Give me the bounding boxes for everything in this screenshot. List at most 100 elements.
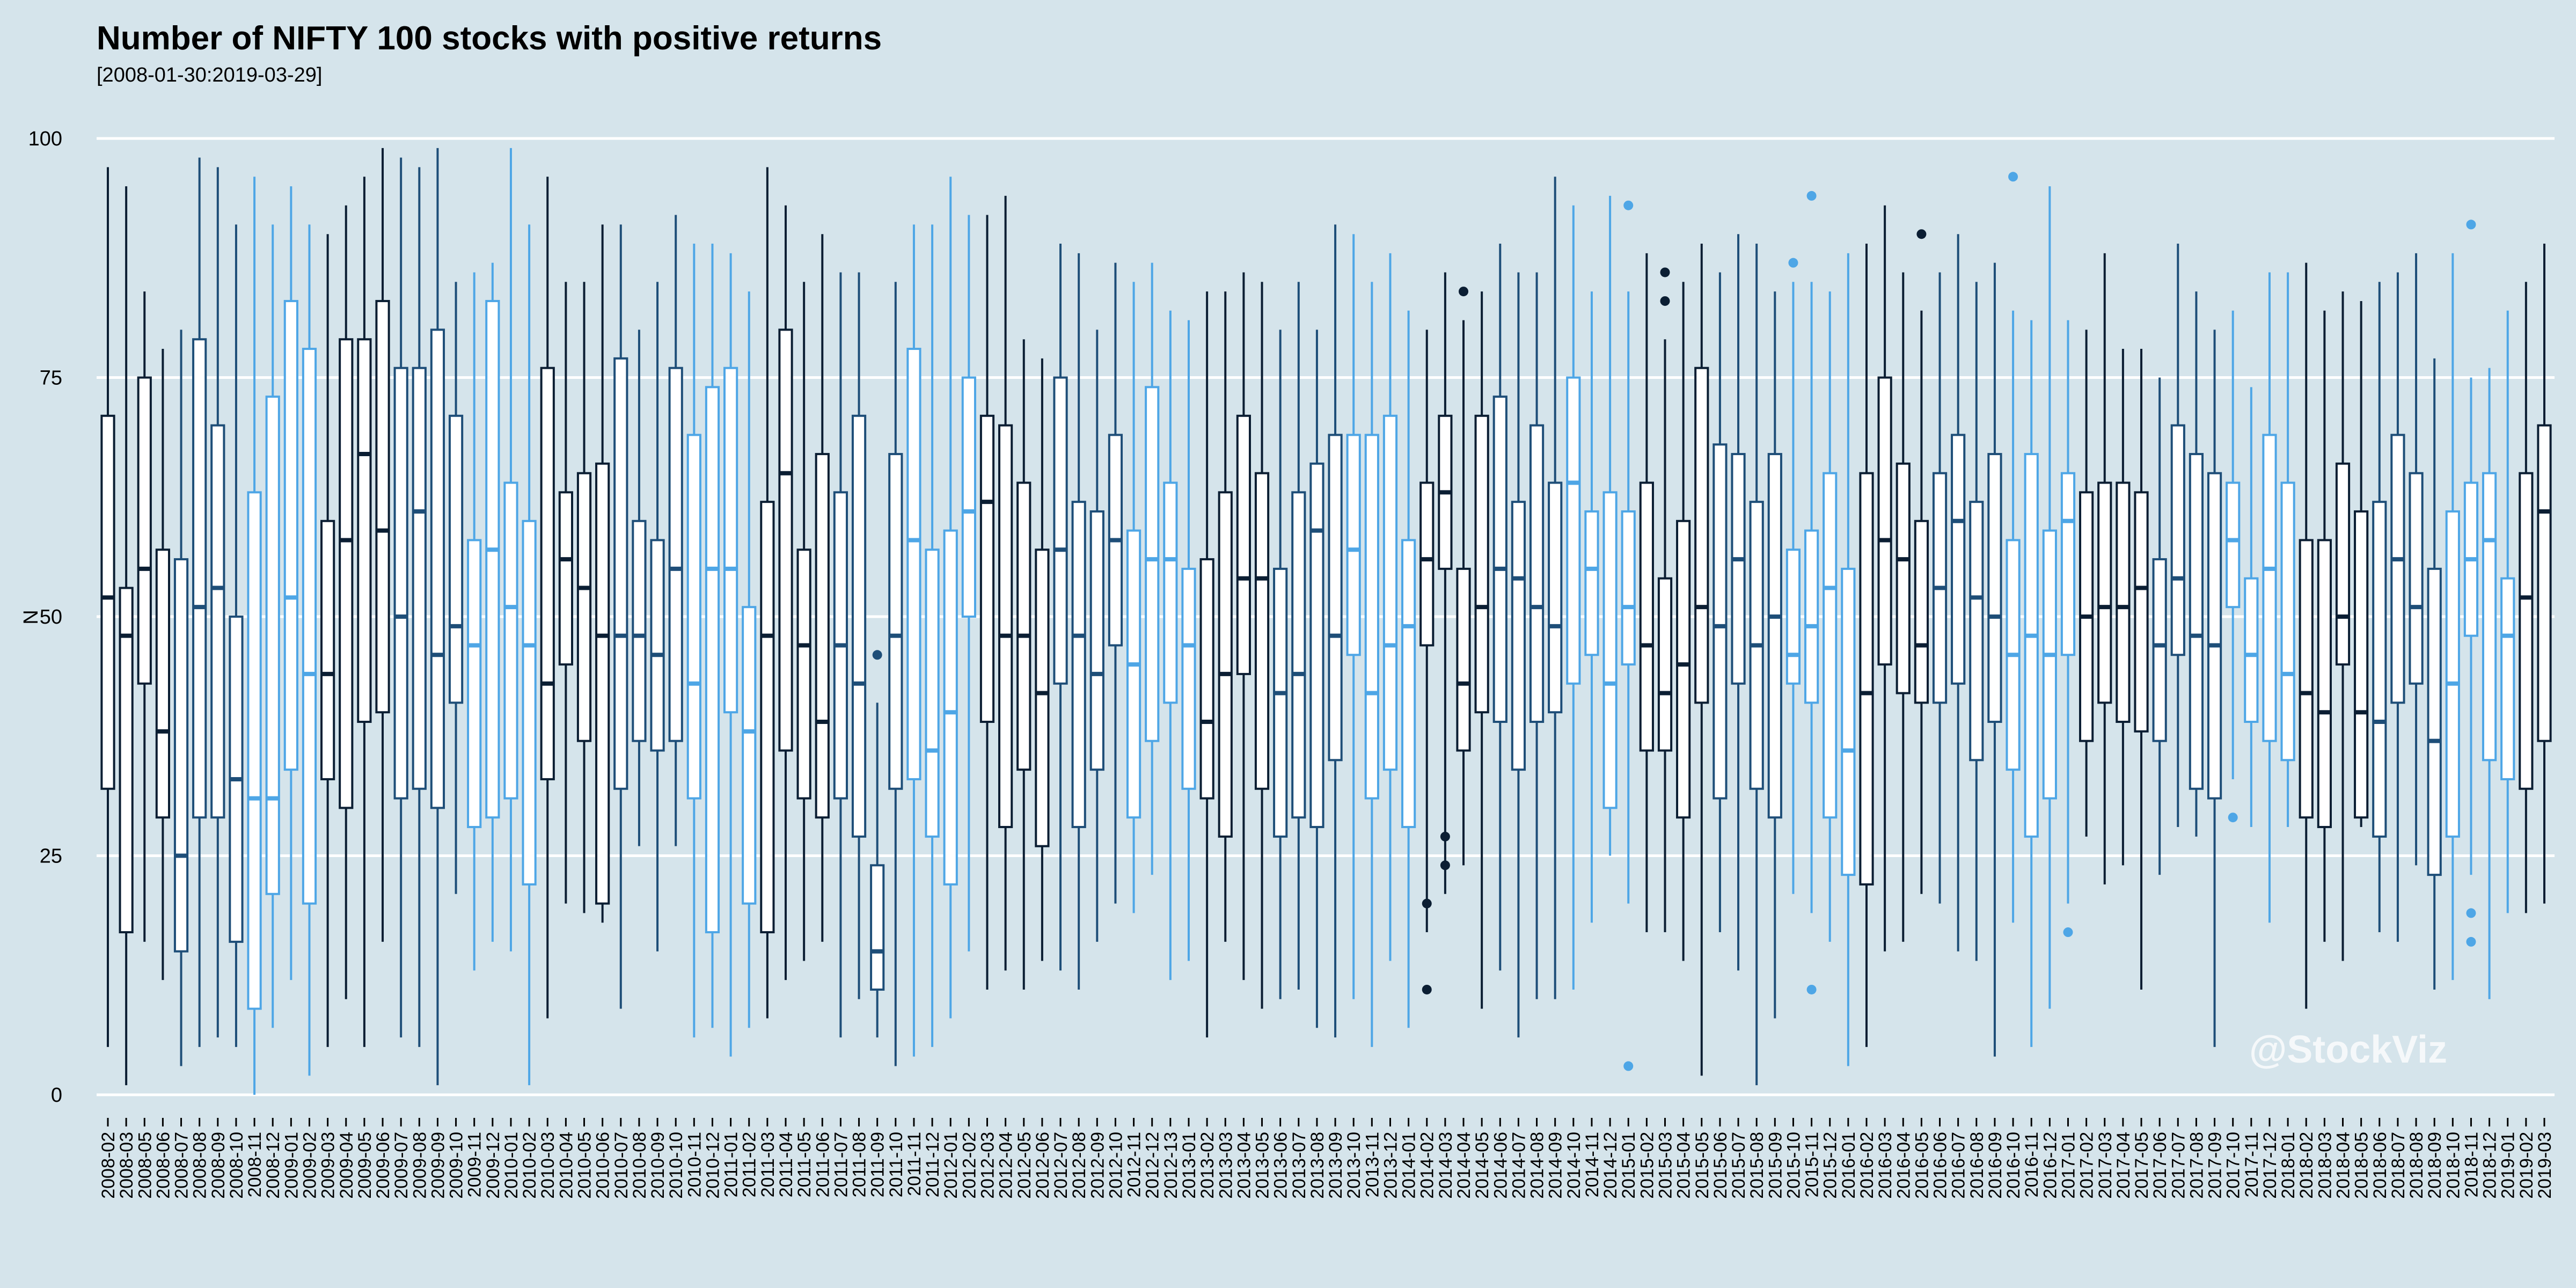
box-2010-02 (522, 224, 537, 1086)
x-tick-label-2008-05: 2008-05 (135, 1132, 155, 1199)
y-axis-label: N (20, 610, 42, 624)
box-2013-04 (1236, 272, 1251, 980)
box-2012-08 (1071, 253, 1086, 990)
box-iqr-2014-04 (1456, 567, 1471, 752)
box-2013-03 (1218, 291, 1233, 942)
box-iqr-2016-08 (1969, 501, 1984, 762)
box-iqr-2013-09 (1328, 434, 1343, 762)
box-2008-03 (119, 186, 134, 1086)
box-2014-06 (1492, 244, 1507, 971)
box-layer (100, 148, 2552, 1095)
box-iqr-2013-05 (1254, 472, 1270, 790)
box-2012-06 (1035, 358, 1050, 961)
x-tick-label-2017-11: 2017-11 (2242, 1132, 2262, 1197)
x-tick-label-2009-10: 2009-10 (447, 1132, 467, 1199)
x-tick-label-2018-09: 2018-09 (2425, 1132, 2445, 1199)
x-tick-label-2011-07: 2011-07 (831, 1132, 851, 1197)
box-iqr-2015-02 (1639, 481, 1654, 752)
box-2016-04 (1896, 272, 1911, 942)
box-2010-04 (558, 282, 573, 904)
box-iqr-2012-01 (943, 529, 958, 885)
box-iqr-2018-01 (2280, 481, 2295, 762)
box-iqr-2018-12 (2482, 472, 2497, 762)
box-2017-02 (2079, 330, 2094, 837)
box-2016-11 (2024, 320, 2039, 1047)
box-2018-09 (2427, 358, 2442, 990)
x-tick-label-2018-06: 2018-06 (2370, 1132, 2390, 1199)
box-iqr-2009-11 (467, 539, 482, 829)
x-tick-label-2013-04: 2013-04 (1234, 1132, 1254, 1199)
x-tick-label-2015-02: 2015-02 (1637, 1132, 1657, 1199)
x-tick-label-2011-02: 2011-02 (740, 1132, 760, 1197)
box-2009-05 (357, 177, 372, 1047)
x-tick-label-2017-03: 2017-03 (2095, 1132, 2116, 1199)
x-tick-label-2013-06: 2013-06 (1271, 1132, 1291, 1199)
box-iqr-2009-03 (320, 519, 335, 780)
x-tick-label-2009-09: 2009-09 (428, 1132, 448, 1199)
box-iqr-2009-10 (448, 414, 464, 704)
x-tick-label-2018-05: 2018-05 (2352, 1132, 2372, 1199)
box-2015-04 (1676, 282, 1691, 961)
x-tick-label-2008-11: 2008-11 (245, 1132, 265, 1197)
box-iqr-2011-01 (723, 367, 738, 714)
box-iqr-2018-02 (2299, 539, 2314, 819)
box-iqr-2015-12 (1823, 472, 1838, 819)
box-2013-02 (1199, 291, 1214, 1038)
box-iqr-2018-07 (2390, 434, 2405, 704)
x-tick-label-2011-05: 2011-05 (794, 1132, 815, 1197)
box-iqr-2016-05 (1914, 519, 1929, 704)
x-tick-label-2010-01: 2010-01 (501, 1132, 522, 1199)
x-tick-label-2015-06: 2015-06 (1710, 1132, 1731, 1199)
box-2018-01 (2280, 272, 2295, 828)
box-iqr-2012-11 (1126, 529, 1141, 819)
x-tick-label-2014-10: 2014-10 (1564, 1132, 1584, 1199)
box-2012-05 (1016, 339, 1031, 990)
x-tick-label-2013-12: 2013-12 (1380, 1132, 1401, 1199)
x-tick-label-2008-07: 2008-07 (172, 1132, 192, 1199)
x-tick-label-2014-11: 2014-11 (1582, 1132, 1602, 1197)
box-2013-06 (1273, 330, 1288, 999)
box-iqr-2011-12 (925, 548, 940, 838)
box-2009-12 (485, 262, 500, 942)
x-tick-label-2009-06: 2009-06 (373, 1132, 393, 1199)
x-tick-label-2009-04: 2009-04 (336, 1132, 357, 1199)
x-tick-label-2013-08: 2013-08 (1307, 1132, 1328, 1199)
box-iqr-2017-01 (2060, 472, 2076, 656)
box-2009-01 (283, 186, 298, 980)
box-2014-04 (1456, 287, 1471, 866)
box-iqr-2017-04 (2116, 481, 2131, 723)
box-iqr-2009-06 (375, 299, 390, 714)
box-iqr-2009-12 (485, 299, 500, 819)
box-2014-02 (1419, 330, 1435, 994)
box-iqr-2012-06 (1035, 548, 1050, 847)
x-tick-label-2014-03: 2014-03 (1436, 1132, 1456, 1199)
box-2009-09 (430, 148, 445, 1086)
box-iqr-2016-07 (1951, 434, 1966, 685)
box-2014-09 (1548, 177, 1563, 999)
x-tick-label-2013-10: 2013-10 (1344, 1132, 1364, 1199)
box-2014-03 (1438, 272, 1453, 894)
x-tick-label-2016-05: 2016-05 (1912, 1132, 1932, 1199)
x-tick-label-2013-09: 2013-09 (1326, 1132, 1346, 1199)
box-iqr-2014-06 (1492, 396, 1507, 723)
box-iqr-2011-10 (888, 453, 903, 790)
box-2009-04 (339, 205, 354, 999)
box-2018-06 (2372, 282, 2387, 933)
box-2015-05 (1694, 244, 1709, 1076)
box-iqr-2012-09 (1089, 510, 1104, 771)
box-2015-12 (1823, 291, 1838, 942)
box-iqr-2018-03 (2317, 539, 2332, 829)
box-2011-07 (833, 272, 848, 1038)
box-2013-10 (1346, 234, 1361, 999)
box-2013-11 (1364, 282, 1379, 1047)
box-iqr-2014-02 (1419, 481, 1435, 647)
box-iqr-2016-01 (1841, 567, 1856, 876)
box-iqr-2013-01 (1181, 567, 1196, 790)
box-iqr-2008-12 (265, 396, 280, 895)
x-tick-label-2016-04: 2016-04 (1893, 1132, 1914, 1199)
x-tick-label-2017-07: 2017-07 (2168, 1132, 2189, 1199)
box-2018-07 (2390, 272, 2405, 942)
box-iqr-2009-01 (283, 299, 298, 771)
x-tick-label-2011-04: 2011-04 (776, 1132, 796, 1197)
outlier-2015-11-0 (1806, 191, 1817, 201)
